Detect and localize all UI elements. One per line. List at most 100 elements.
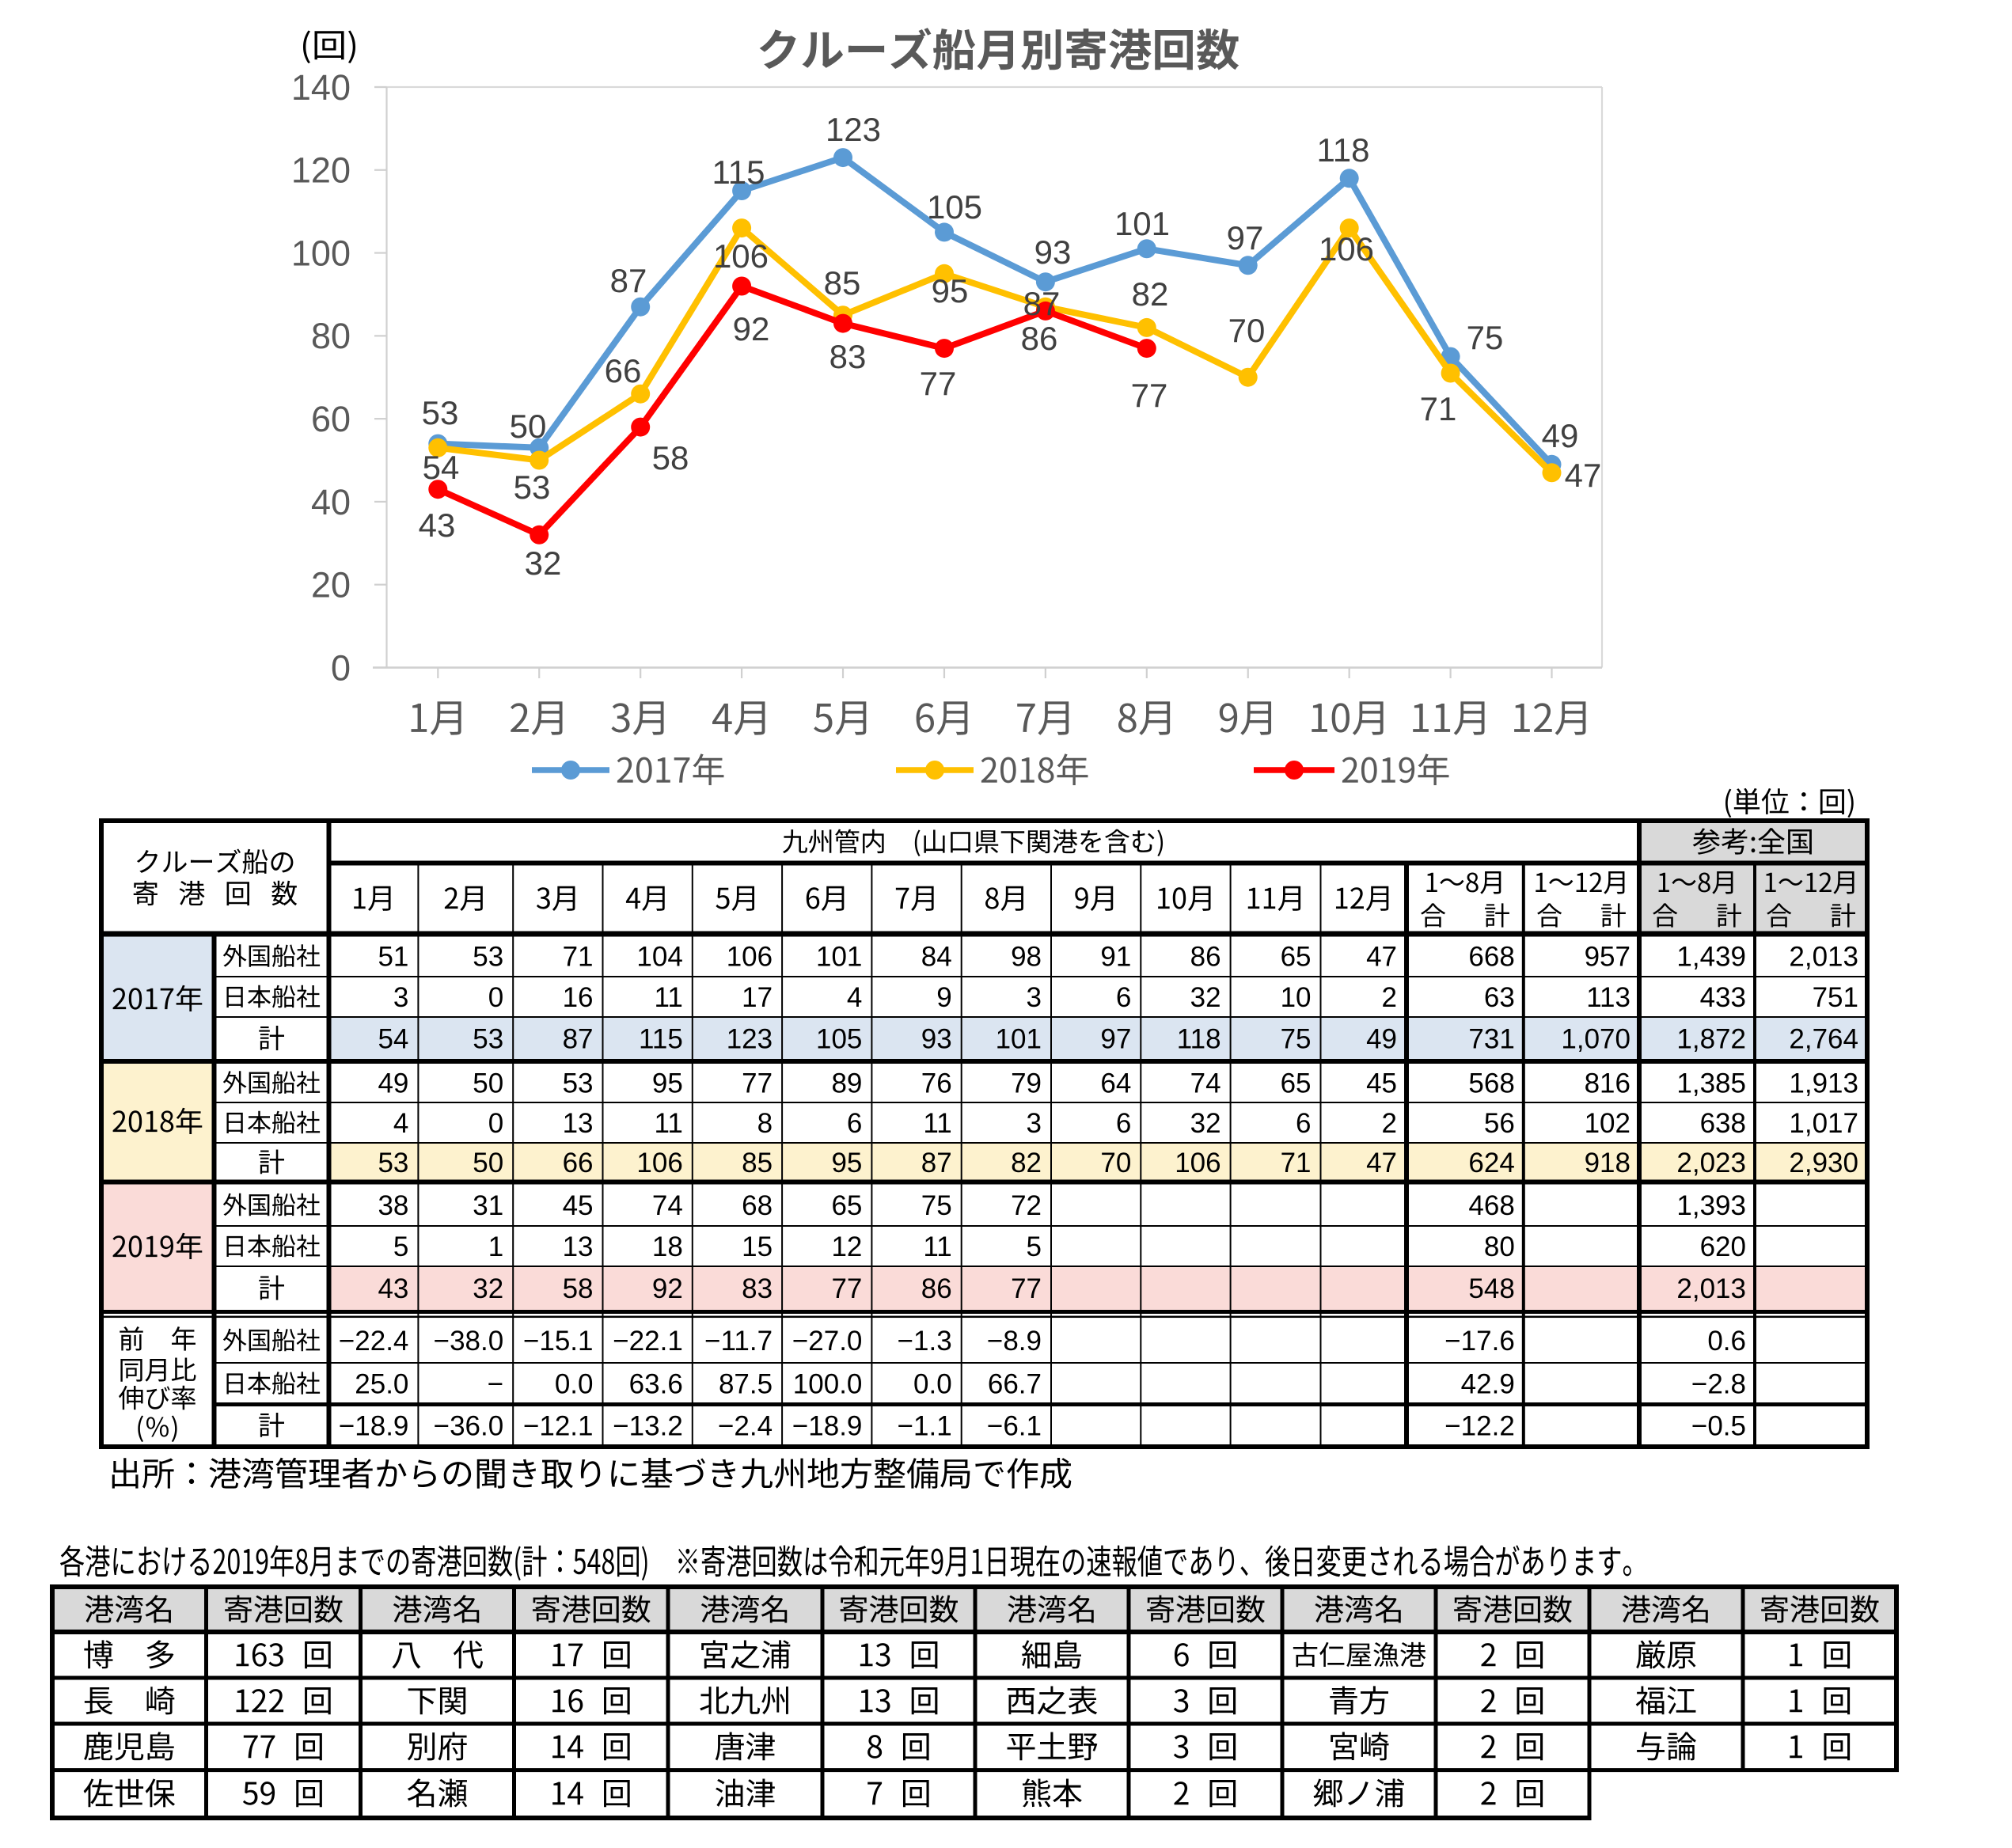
svg-text:12: 12 bbox=[831, 1231, 862, 1262]
svg-text:11: 11 bbox=[923, 1108, 951, 1139]
svg-text:2,013: 2,013 bbox=[1789, 941, 1858, 972]
svg-text:15: 15 bbox=[742, 1231, 773, 1262]
svg-text:0: 0 bbox=[488, 982, 503, 1013]
svg-text:63.6: 63.6 bbox=[629, 1368, 683, 1399]
svg-text:1,913: 1,913 bbox=[1789, 1068, 1858, 1099]
svg-text:−18.9: −18.9 bbox=[792, 1410, 863, 1441]
svg-text:32: 32 bbox=[1190, 1108, 1221, 1139]
svg-text:87: 87 bbox=[610, 262, 647, 299]
svg-text:−2.4: −2.4 bbox=[718, 1410, 773, 1441]
svg-text:13: 13 bbox=[563, 1231, 594, 1262]
svg-text:97: 97 bbox=[1227, 219, 1264, 256]
svg-text:53: 53 bbox=[514, 469, 551, 506]
svg-text:53: 53 bbox=[378, 1148, 408, 1178]
svg-text:957: 957 bbox=[1585, 941, 1630, 972]
svg-text:54: 54 bbox=[423, 449, 460, 486]
svg-text:71: 71 bbox=[1420, 390, 1457, 427]
svg-text:1,385: 1,385 bbox=[1676, 1068, 1746, 1099]
svg-text:16: 16 bbox=[563, 982, 594, 1013]
svg-text:63: 63 bbox=[1484, 982, 1515, 1013]
svg-text:115: 115 bbox=[639, 1023, 683, 1054]
svg-text:1,439: 1,439 bbox=[1676, 941, 1746, 972]
svg-text:123: 123 bbox=[727, 1023, 773, 1054]
svg-text:77: 77 bbox=[920, 365, 957, 402]
svg-text:118: 118 bbox=[1317, 131, 1370, 169]
svg-text:668: 668 bbox=[1468, 941, 1514, 972]
svg-text:−22.4: −22.4 bbox=[339, 1326, 409, 1357]
svg-text:140: 140 bbox=[291, 67, 351, 108]
svg-text:105: 105 bbox=[816, 1023, 862, 1054]
svg-text:4: 4 bbox=[393, 1108, 408, 1139]
svg-text:86: 86 bbox=[1190, 941, 1221, 972]
svg-text:70: 70 bbox=[1228, 312, 1266, 349]
svg-text:113: 113 bbox=[1586, 982, 1630, 1013]
svg-text:2: 2 bbox=[1382, 982, 1397, 1013]
svg-text:0: 0 bbox=[488, 1108, 503, 1139]
svg-text:13: 13 bbox=[563, 1108, 594, 1139]
svg-text:106: 106 bbox=[727, 941, 773, 972]
svg-text:−18.9: −18.9 bbox=[339, 1410, 409, 1441]
svg-text:86: 86 bbox=[1021, 320, 1058, 357]
svg-text:624: 624 bbox=[1468, 1148, 1514, 1178]
svg-text:56: 56 bbox=[1484, 1108, 1515, 1139]
svg-text:82: 82 bbox=[1132, 275, 1169, 313]
svg-text:106: 106 bbox=[713, 237, 769, 275]
svg-text:43: 43 bbox=[419, 507, 456, 544]
svg-text:53: 53 bbox=[422, 394, 459, 431]
svg-text:105: 105 bbox=[927, 188, 982, 226]
svg-text:51: 51 bbox=[378, 941, 408, 972]
svg-text:638: 638 bbox=[1700, 1108, 1746, 1139]
svg-text:47: 47 bbox=[1366, 941, 1397, 972]
svg-text:77: 77 bbox=[1011, 1273, 1042, 1304]
svg-text:−27.0: −27.0 bbox=[792, 1326, 863, 1357]
svg-text:83: 83 bbox=[742, 1273, 773, 1304]
svg-text:58: 58 bbox=[563, 1273, 594, 1304]
svg-text:93: 93 bbox=[921, 1023, 952, 1054]
svg-text:6: 6 bbox=[1296, 1108, 1311, 1139]
svg-text:95: 95 bbox=[932, 272, 969, 309]
svg-text:100: 100 bbox=[291, 233, 351, 273]
svg-text:8: 8 bbox=[757, 1108, 773, 1139]
svg-text:5: 5 bbox=[1027, 1231, 1042, 1262]
svg-text:10: 10 bbox=[1281, 982, 1312, 1013]
svg-text:104: 104 bbox=[636, 941, 682, 972]
svg-text:87.5: 87.5 bbox=[719, 1368, 773, 1399]
svg-text:66: 66 bbox=[563, 1148, 594, 1178]
svg-text:77: 77 bbox=[742, 1068, 773, 1099]
svg-text:71: 71 bbox=[563, 941, 594, 972]
svg-text:70: 70 bbox=[1100, 1148, 1131, 1178]
svg-text:568: 568 bbox=[1468, 1068, 1514, 1099]
svg-text:66: 66 bbox=[605, 352, 642, 389]
svg-text:49: 49 bbox=[1366, 1023, 1397, 1054]
svg-text:92: 92 bbox=[733, 310, 770, 347]
svg-text:83: 83 bbox=[829, 338, 867, 375]
svg-text:101: 101 bbox=[816, 941, 862, 972]
svg-text:0.6: 0.6 bbox=[1707, 1326, 1746, 1357]
svg-text:49: 49 bbox=[1542, 417, 1579, 454]
svg-text:2,930: 2,930 bbox=[1789, 1148, 1858, 1178]
svg-text:1,017: 1,017 bbox=[1789, 1108, 1858, 1139]
svg-text:85: 85 bbox=[742, 1148, 773, 1178]
svg-text:50: 50 bbox=[473, 1068, 503, 1099]
svg-text:17: 17 bbox=[742, 982, 773, 1013]
svg-text:45: 45 bbox=[563, 1190, 594, 1221]
svg-text:43: 43 bbox=[378, 1273, 408, 1304]
svg-text:−11.7: −11.7 bbox=[704, 1326, 773, 1357]
svg-text:−17.6: −17.6 bbox=[1444, 1326, 1515, 1357]
svg-text:106: 106 bbox=[1319, 230, 1374, 268]
svg-text:6: 6 bbox=[1116, 1108, 1131, 1139]
svg-text:32: 32 bbox=[473, 1273, 503, 1304]
svg-text:89: 89 bbox=[831, 1068, 862, 1099]
svg-text:123: 123 bbox=[826, 111, 881, 148]
svg-text:−8.9: −8.9 bbox=[987, 1326, 1042, 1357]
svg-text:1: 1 bbox=[488, 1231, 503, 1262]
svg-text:53: 53 bbox=[473, 1023, 503, 1054]
svg-text:0: 0 bbox=[331, 647, 351, 688]
svg-text:93: 93 bbox=[1034, 233, 1072, 271]
svg-text:3: 3 bbox=[393, 982, 408, 1013]
svg-text:3: 3 bbox=[1027, 982, 1042, 1013]
svg-text:11: 11 bbox=[654, 982, 682, 1013]
svg-text:115: 115 bbox=[712, 154, 765, 191]
svg-text:75: 75 bbox=[1467, 319, 1504, 356]
svg-text:77: 77 bbox=[831, 1273, 862, 1304]
